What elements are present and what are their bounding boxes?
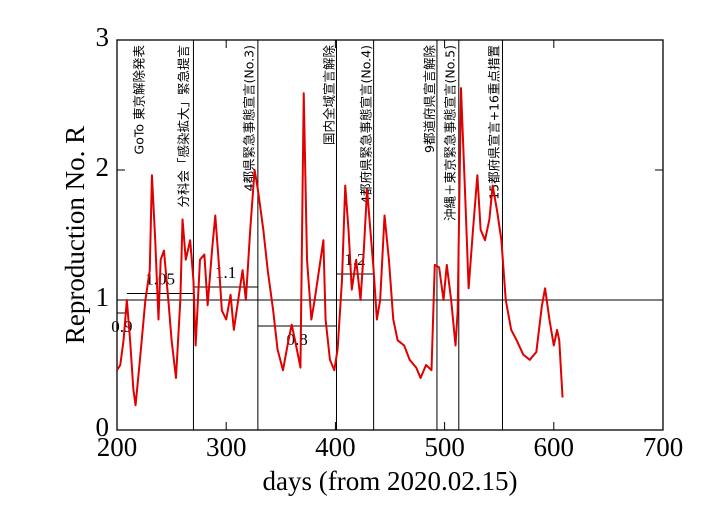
y-axis-label: Reproduction No. R (60, 126, 90, 344)
annotation: 分科会「感染拡大」緊急提言 (176, 45, 191, 208)
x-tick-label: 300 (206, 432, 247, 462)
period-label: 0.8 (287, 330, 308, 349)
x-tick-label: 400 (315, 432, 356, 462)
x-tick-label: 700 (643, 432, 684, 462)
period-label: 0.9 (111, 317, 132, 336)
x-tick-label: 600 (534, 432, 575, 462)
annotation: 9都道府県宣言解除 (422, 45, 437, 153)
x-tick-label: 200 (97, 432, 138, 462)
annotation: 沖縄＋東京緊急事態宣言(No.5) (443, 45, 458, 221)
annotation: 4都府県緊急事態宣言(No.4) (359, 45, 374, 204)
y-tick-label: 2 (96, 152, 110, 182)
annotation: 国内全域宣言解除 (321, 45, 336, 146)
x-axis-label: days (from 2020.02.15) (263, 466, 518, 496)
y-tick-label: 1 (96, 282, 110, 312)
annotation: 15都府県宣言+16重点措置 (486, 45, 501, 200)
x-tick-label: 500 (424, 432, 465, 462)
plot-frame (116, 39, 664, 431)
annotation: 4都県緊急事態宣言(No.3) (242, 45, 257, 191)
data-line (116, 87, 564, 407)
y-tick-label: 0 (96, 412, 110, 442)
y-tick-label: 3 (96, 22, 110, 52)
annotation: GoTo 東京解除発表 (131, 45, 146, 155)
